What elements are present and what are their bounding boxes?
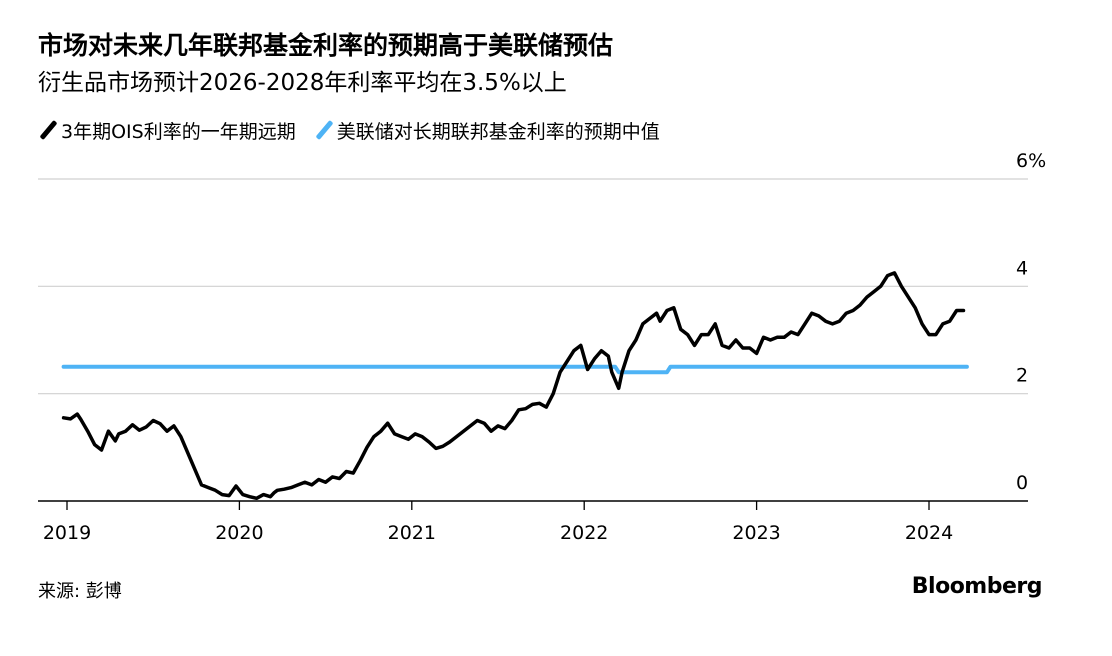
x-axis: 2019 2020 2021 2022 2023 2024: [43, 501, 953, 544]
y-tick-label-6: 6%: [1016, 150, 1046, 172]
chart-subtitle: 衍生品市场预计2026-2028年利率平均在3.5%以上: [38, 70, 567, 96]
y-tick-label-4: 4: [1016, 257, 1028, 279]
x-tick-label-2024: 2024: [905, 522, 953, 544]
bloomberg-logo: Bloomberg: [911, 574, 1043, 599]
series-line-ois-forward: [61, 271, 966, 501]
legend-item-fed: 美联储对长期联邦基金利率的预期中值: [314, 117, 660, 144]
x-tick-label-2020: 2020: [215, 522, 263, 544]
chart-title: 市场对未来几年联邦基金利率的预期高于美联储预估: [38, 31, 614, 60]
x-tick-label-2022: 2022: [560, 522, 608, 544]
legend-label-ois: 3年期OIS利率的一年期远期: [61, 120, 296, 143]
y-tick-label-2: 2: [1016, 365, 1028, 387]
legend: 3年期OIS利率的一年期远期 美联储对长期联邦基金利率的预期中值: [38, 116, 678, 144]
legend-item-ois: 3年期OIS利率的一年期远期: [38, 117, 296, 144]
x-tick-label-2021: 2021: [388, 522, 436, 544]
x-tick-label-2019: 2019: [43, 522, 91, 544]
x-tick-label-2023: 2023: [732, 522, 780, 544]
series-line-fed-median: [61, 364, 969, 375]
y-tick-label-0: 0: [1016, 472, 1028, 494]
source-note: 来源: 彭博: [38, 581, 122, 602]
legend-label-fed: 美联储对长期联邦基金利率的预期中值: [336, 120, 660, 143]
gridlines: [38, 178, 1028, 502]
series-lines: [61, 271, 969, 501]
y-axis-labels: 0 2 4 6%: [1016, 150, 1046, 494]
